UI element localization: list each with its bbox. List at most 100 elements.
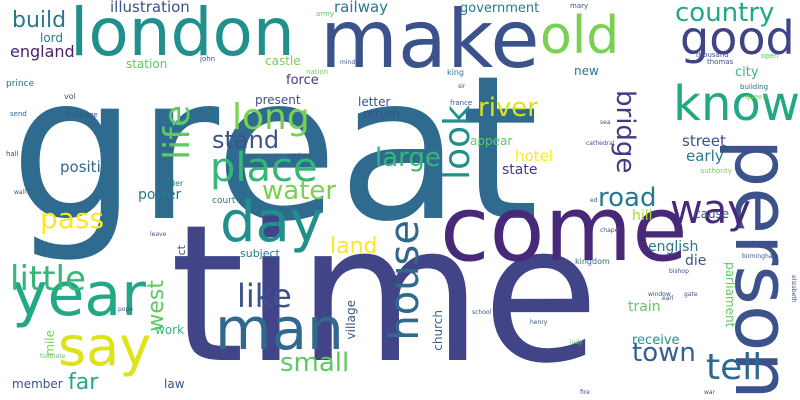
word: cathedral [586, 140, 615, 147]
word: chapel [600, 227, 620, 234]
word: lady [570, 339, 583, 346]
word: english [648, 239, 699, 255]
word: train [628, 299, 661, 315]
word: lord [40, 31, 64, 45]
word: bridge [610, 90, 640, 174]
word: birmingham [742, 253, 779, 260]
word: thomas [707, 58, 734, 66]
word: london [70, 0, 295, 71]
word: road [598, 183, 657, 213]
word: water [262, 176, 337, 206]
word: good [680, 11, 795, 65]
word: gate [684, 291, 698, 298]
word: marriage [66, 111, 98, 119]
word: come [440, 177, 688, 282]
word: vol [64, 92, 76, 101]
word: hall [6, 150, 19, 158]
word: act [175, 245, 188, 263]
word: kingdom [575, 257, 610, 266]
word: cause [694, 207, 730, 221]
word: parliament [723, 262, 737, 328]
word: work [155, 323, 185, 337]
word: queen [745, 93, 767, 101]
word: illustration [110, 0, 190, 16]
word: century [288, 152, 311, 159]
word: small [280, 348, 350, 378]
word: year [12, 260, 146, 330]
word: city [735, 65, 759, 80]
word: nation [306, 68, 329, 76]
word: time [170, 184, 600, 400]
word: know [673, 76, 800, 132]
word: mile [43, 330, 57, 356]
word: ed [590, 197, 598, 204]
word: window [648, 291, 671, 298]
word: pope [118, 306, 133, 313]
word: wall [14, 189, 26, 196]
word: hotel [515, 147, 553, 165]
word: earl [662, 295, 674, 302]
word: like [237, 277, 292, 315]
word: land [330, 234, 378, 259]
word: leave [150, 231, 167, 238]
word: england [10, 42, 75, 61]
word: send [10, 110, 27, 118]
word: sea [600, 119, 611, 126]
word: large [375, 143, 441, 173]
word: state [502, 162, 538, 178]
word: castle [265, 54, 301, 68]
word: war [704, 389, 716, 396]
word: build [12, 8, 67, 33]
word: open [761, 52, 779, 60]
word: station [126, 57, 168, 71]
word: say [58, 315, 152, 378]
word: law [164, 377, 185, 391]
word: force [286, 73, 319, 88]
word: john [200, 55, 216, 63]
word: way [670, 187, 751, 233]
word: far [68, 370, 99, 395]
word: authority [700, 167, 732, 175]
word: sir [458, 83, 466, 90]
word: present [255, 93, 301, 107]
word: member [12, 377, 63, 391]
word: mind [340, 59, 356, 66]
word: church [431, 310, 445, 351]
word: thousand [696, 51, 729, 59]
word: die [685, 253, 707, 269]
word: new [574, 64, 599, 78]
word: king [447, 68, 465, 77]
word: mary [570, 2, 589, 10]
word: stand [212, 126, 280, 154]
word: letter [358, 95, 391, 109]
word: railway [334, 0, 389, 16]
word: place [210, 145, 318, 191]
word: old [540, 6, 620, 66]
word: school [472, 309, 492, 316]
word: court [212, 196, 236, 206]
word: army [316, 10, 335, 18]
word: government [460, 1, 540, 16]
word: power [138, 187, 182, 203]
word: little [10, 259, 86, 299]
word: street [682, 132, 726, 150]
word: bishop [669, 268, 689, 275]
word: position [60, 158, 120, 176]
word: man [215, 295, 344, 363]
word: village [344, 300, 358, 340]
word: subject [240, 247, 280, 260]
word: footnote [40, 353, 66, 360]
word: fire [580, 389, 590, 396]
word: appear [470, 134, 513, 148]
word: make [320, 0, 540, 86]
word: order [162, 179, 184, 188]
word: elizabeth [790, 275, 797, 303]
word: prince [6, 79, 35, 89]
word: tell [706, 347, 763, 388]
word: pass [40, 202, 105, 235]
word: return [363, 107, 400, 121]
word: building [740, 83, 769, 91]
word: long [232, 97, 310, 138]
word: town [632, 338, 696, 368]
